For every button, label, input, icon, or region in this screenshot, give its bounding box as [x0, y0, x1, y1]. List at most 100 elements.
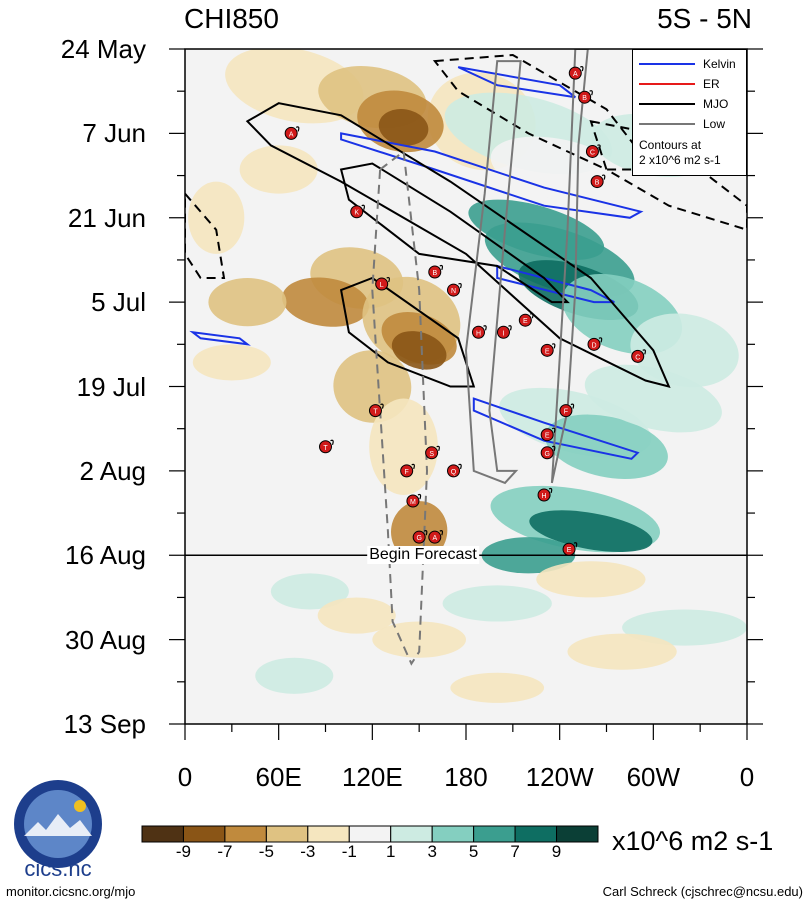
storm-marker: Q — [447, 463, 462, 478]
low-negative-contour — [371, 149, 429, 666]
storm-markers: A B A C B K B N L E H I D E C F T E T S G F Q H M G A E — [284, 66, 646, 556]
colorbar-label: 3 — [427, 842, 437, 861]
storm-marker-tail — [589, 90, 593, 96]
anomaly-blob — [208, 278, 287, 327]
x-tick-label: 60W — [626, 762, 681, 792]
storm-marker-tail — [551, 445, 556, 451]
storm-marker-tail — [380, 403, 384, 409]
storm-marker-tail — [508, 325, 512, 331]
storm-marker-tail — [458, 463, 462, 470]
storm-marker-tail — [580, 66, 584, 72]
storm-marker-dot — [540, 428, 554, 442]
storm-marker: B — [578, 90, 593, 104]
storm-marker: C — [585, 144, 601, 158]
storm-marker-tail — [386, 276, 390, 283]
storm-marker-label: E — [523, 318, 528, 325]
plot-frame — [169, 48, 763, 740]
anomaly-blob — [188, 181, 245, 254]
storm-marker-label: G — [416, 535, 421, 542]
anomaly-blob — [622, 609, 747, 646]
colorbar-swatch — [348, 825, 392, 843]
chart-subtitle: 5S - 5N — [657, 3, 752, 34]
legend-note-line1: Contours at — [639, 138, 702, 152]
storm-marker-label: M — [410, 499, 416, 506]
storm-marker: L — [375, 276, 390, 291]
cics-logo: cics.nc — [8, 778, 108, 881]
colorbar-units: x10^6 m2 s-1 — [612, 826, 774, 856]
colorbar-swatch — [514, 825, 558, 843]
filtered-contours — [185, 49, 747, 666]
storm-marker: M — [406, 493, 422, 508]
storm-marker-dot — [631, 349, 645, 363]
legend-note-line2: 2 x10^6 m2 s-1 — [639, 153, 721, 167]
storm-marker-dot — [590, 175, 604, 189]
storm-marker-tail — [597, 144, 601, 150]
storm-marker-dot — [559, 404, 573, 418]
storm-marker-tail — [439, 264, 444, 271]
y-tick-label: 7 Jun — [82, 118, 146, 149]
storm-marker-dot — [412, 530, 426, 544]
storm-marker-dot — [562, 542, 576, 556]
storm-marker-tail — [548, 487, 553, 494]
storm-marker-label: F — [564, 409, 568, 416]
low-contour — [464, 60, 522, 485]
storm-marker-tail — [551, 427, 556, 433]
storm-marker-tail — [458, 282, 462, 289]
x-tick-label: 120E — [341, 762, 403, 792]
colorbar-swatch — [265, 825, 309, 843]
storm-marker: C — [631, 349, 646, 363]
colorbar-label: -7 — [217, 842, 233, 861]
storm-marker: H — [471, 325, 487, 339]
y-tick-label: 21 Jun — [67, 202, 146, 233]
storm-marker-dot — [471, 325, 485, 339]
storm-marker: G — [540, 445, 556, 460]
storm-marker: K — [350, 204, 365, 219]
storm-marker-label: A — [573, 71, 578, 78]
storm-marker-label: T — [323, 445, 328, 452]
storm-marker-dot — [400, 464, 414, 478]
storm-marker-dot — [319, 440, 332, 454]
storm-marker-label: L — [380, 282, 384, 289]
colorbar-swatch — [307, 825, 350, 843]
storm-marker-tail — [411, 463, 415, 470]
storm-marker: T — [368, 403, 384, 418]
storm-marker: G — [412, 530, 428, 544]
logo-sun — [74, 800, 86, 812]
storm-marker-label: E — [545, 348, 550, 355]
storm-marker-label: C — [590, 149, 595, 156]
anomaly-blob — [584, 364, 722, 433]
mjo-contour — [339, 162, 570, 304]
storm-marker-label: B — [595, 180, 600, 187]
legend-note: Contours at 2 x10^6 m2 s-1 — [639, 138, 721, 168]
y-tick-label: 13 Sep — [63, 709, 146, 739]
colorbar-label: -1 — [341, 842, 357, 861]
colorbar-swatch — [390, 825, 433, 843]
storm-marker: A — [428, 530, 444, 544]
storm-marker-label: C — [635, 354, 640, 361]
storm-marker-dot — [518, 313, 532, 327]
storm-marker-label: B — [432, 270, 437, 277]
storm-marker-tail — [570, 403, 575, 409]
storm-marker-tail — [573, 542, 578, 548]
x-tick-label: 120W — [525, 762, 594, 792]
legend-label-kelvin: Kelvin — [703, 57, 736, 71]
legend-swatch-mjo — [639, 103, 695, 105]
storm-marker-tail — [423, 530, 428, 536]
storm-marker-dot — [350, 205, 364, 219]
forecast-label: Begin Forecast — [367, 546, 479, 564]
storm-marker-label: D — [591, 342, 596, 349]
legend-label-low: Low — [703, 117, 726, 131]
colorbar-label: -3 — [300, 842, 316, 861]
legend-label-er: ER — [703, 77, 720, 91]
y-tick-label: 19 Jul — [76, 371, 146, 402]
storm-marker: N — [447, 282, 462, 297]
storm-marker-dot — [587, 337, 601, 351]
kelvin-contour — [457, 66, 576, 99]
storm-marker: A — [284, 126, 300, 140]
storm-marker-label: A — [289, 131, 294, 138]
mjo-negative-contour — [432, 53, 656, 171]
storm-marker: B — [428, 264, 444, 279]
storm-marker: S — [425, 445, 440, 460]
colorbar-label: 7 — [510, 842, 520, 861]
storm-marker: F — [559, 403, 575, 418]
